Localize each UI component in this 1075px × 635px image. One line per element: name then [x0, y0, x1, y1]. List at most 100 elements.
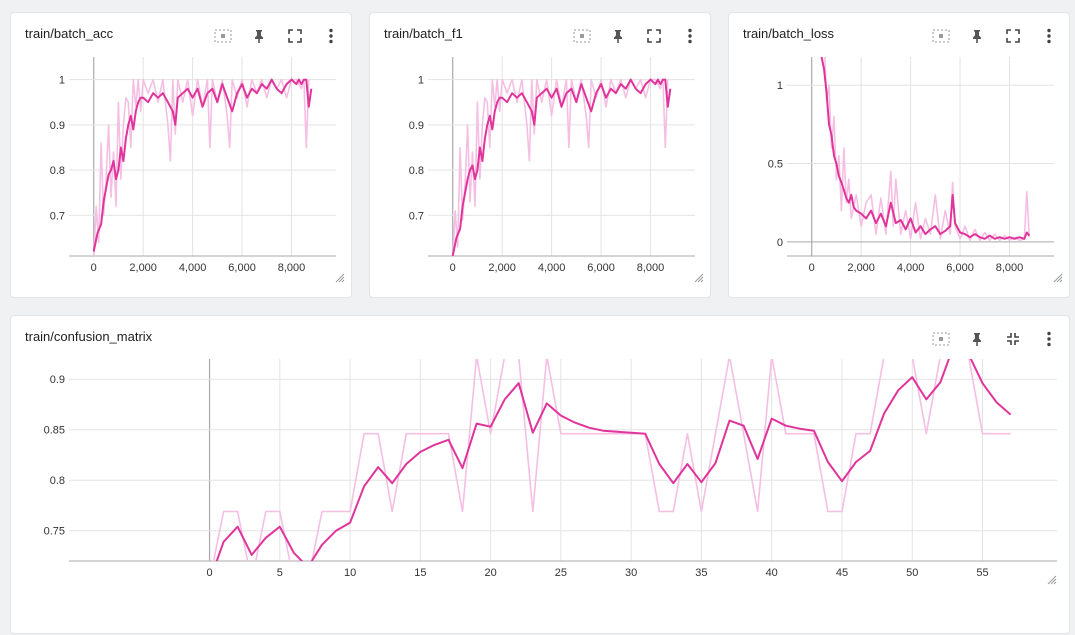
x-tick-label: 5 [277, 567, 283, 579]
x-tick-label: 50 [906, 567, 918, 579]
more-vert-icon [1047, 331, 1051, 347]
card-title: train/batch_loss [743, 26, 835, 41]
card-title: train/batch_f1 [384, 26, 463, 41]
data-selection-button[interactable] [205, 23, 241, 49]
fullscreen-icon [647, 29, 661, 43]
x-tick-label: 25 [555, 567, 567, 579]
x-tick-label: 2,000 [488, 262, 516, 274]
y-tick-label: 0.9 [50, 120, 65, 132]
series-line-smoothed [451, 78, 672, 256]
y-tick-label: 0.8 [409, 165, 424, 177]
pin-icon [253, 29, 265, 43]
x-tick-label: 15 [414, 567, 426, 579]
card-batch-f1: train/batch_f1 0 2,000 4,000 6,000 8,000 0.7 0… [369, 12, 711, 298]
x-tick-label: 8,000 [996, 262, 1024, 274]
resize-handle-icon[interactable] [1053, 273, 1063, 283]
card-confusion-matrix: train/confusion_matrix 0 5 10 15 20 25 30 35 40 4… [10, 315, 1070, 634]
x-tick-label: 0 [450, 262, 456, 274]
card-toolbar [564, 23, 708, 49]
fullscreen-button[interactable] [636, 23, 672, 49]
y-tick-label: 0.85 [44, 425, 65, 437]
y-tick-label: 0.5 [768, 159, 783, 171]
card-title: train/batch_acc [25, 26, 114, 41]
card-toolbar [205, 23, 349, 49]
x-tick-label: 4,000 [897, 262, 925, 274]
y-tick-label: 1 [777, 80, 783, 92]
pin-button[interactable] [600, 23, 636, 49]
x-tick-label: 45 [836, 567, 848, 579]
card-title: train/confusion_matrix [25, 329, 153, 344]
chart-batch-f1[interactable]: 0 2,000 4,000 6,000 8,000 0.7 0.8 0.9 1 [370, 13, 712, 299]
data-selection-icon [932, 332, 950, 346]
y-tick-label: 0.75 [44, 526, 65, 538]
x-tick-label: 4,000 [179, 262, 207, 274]
card-toolbar [923, 326, 1067, 352]
x-tick-label: 20 [484, 567, 496, 579]
x-tick-label: 6,000 [946, 262, 974, 274]
y-tick-label: 0.7 [50, 210, 65, 222]
pin-icon [971, 332, 983, 346]
data-selection-icon [573, 29, 591, 43]
x-tick-label: 6,000 [228, 262, 256, 274]
more-vert-icon [1047, 28, 1051, 44]
series-line-raw [824, 57, 1031, 242]
pin-button[interactable] [959, 23, 995, 49]
pin-button[interactable] [241, 23, 277, 49]
pin-button[interactable] [959, 326, 995, 352]
y-tick-label: 0 [777, 237, 783, 249]
card-batch-loss: train/batch_loss 0 2,000 4,000 6,000 8,000 0 0… [728, 12, 1070, 298]
card-batch-acc: train/batch_acc 0 2,000 4,000 6,000 8,000 0.7… [10, 12, 352, 298]
series-line-smoothed [92, 78, 313, 252]
y-tick-label: 0.9 [409, 120, 424, 132]
y-tick-label: 0.8 [50, 165, 65, 177]
x-tick-label: 4,000 [538, 262, 566, 274]
x-tick-label: 0 [206, 567, 212, 579]
more-options-button[interactable] [313, 23, 349, 49]
chart-confusion-matrix[interactable]: 0 5 10 15 20 25 30 35 40 45 50 55 0.75 0.8 0.85 0.9 [11, 316, 1071, 635]
pin-icon [971, 29, 983, 43]
x-tick-label: 0 [91, 262, 97, 274]
x-tick-label: 8,000 [637, 262, 665, 274]
x-tick-label: 0 [809, 262, 815, 274]
x-tick-label: 30 [625, 567, 637, 579]
x-tick-label: 35 [695, 567, 707, 579]
fullscreen-icon [1006, 29, 1020, 43]
fullscreen-button[interactable] [995, 23, 1031, 49]
x-tick-label: 10 [344, 567, 356, 579]
resize-handle-icon[interactable] [1047, 575, 1057, 585]
y-tick-label: 1 [418, 75, 424, 87]
more-options-button[interactable] [1031, 326, 1067, 352]
y-tick-label: 0.7 [409, 210, 424, 222]
x-tick-label: 2,000 [129, 262, 157, 274]
data-selection-icon [214, 29, 232, 43]
x-tick-label: 6,000 [587, 262, 615, 274]
x-tick-label: 8,000 [278, 262, 306, 274]
fullscreen-icon [288, 29, 302, 43]
card-toolbar [923, 23, 1067, 49]
more-options-button[interactable] [1031, 23, 1067, 49]
x-tick-label: 2,000 [847, 262, 875, 274]
data-selection-button[interactable] [923, 23, 959, 49]
resize-handle-icon[interactable] [335, 273, 345, 283]
x-tick-label: 40 [766, 567, 778, 579]
y-tick-label: 1 [59, 75, 65, 87]
more-options-button[interactable] [672, 23, 708, 49]
exit-fullscreen-button[interactable] [995, 326, 1031, 352]
data-selection-icon [932, 29, 950, 43]
series-line-raw [452, 78, 669, 256]
data-selection-button[interactable] [564, 23, 600, 49]
y-tick-label: 0.8 [50, 475, 65, 487]
series-line-smoothed [215, 359, 1012, 561]
series-line-smoothed [820, 57, 1031, 240]
series-line-raw [212, 359, 1011, 561]
chart-batch-loss[interactable]: 0 2,000 4,000 6,000 8,000 0 0.5 1 [729, 13, 1071, 299]
more-vert-icon [329, 28, 333, 44]
data-selection-button[interactable] [923, 326, 959, 352]
y-tick-label: 0.9 [50, 374, 65, 386]
x-tick-label: 55 [976, 567, 988, 579]
fullscreen-button[interactable] [277, 23, 313, 49]
chart-batch-acc[interactable]: 0 2,000 4,000 6,000 8,000 0.7 0.8 0.9 1 [11, 13, 353, 299]
series-line-raw [93, 78, 310, 256]
resize-handle-icon[interactable] [694, 273, 704, 283]
exit-fullscreen-icon [1006, 332, 1020, 346]
